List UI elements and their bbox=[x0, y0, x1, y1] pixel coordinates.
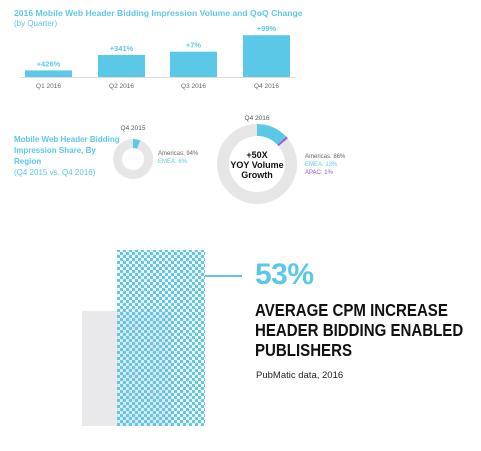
x-tick-label: Q2 2016 bbox=[109, 83, 134, 90]
donut-center-label: +50X bbox=[246, 150, 267, 160]
donut-slice bbox=[132, 139, 141, 149]
donut-legend-label: EMEA: 13% bbox=[305, 162, 338, 168]
donut-slice bbox=[277, 136, 288, 147]
chart-subtitle: (by Quarter) bbox=[14, 19, 58, 28]
donut-slice bbox=[256, 124, 287, 146]
chart-title: 2016 Mobile Web Header Bidding Impressio… bbox=[14, 8, 303, 18]
bar bbox=[170, 51, 217, 77]
cpm-headline: AVERAGE CPM INCREASE HEADER BIDDING ENAB… bbox=[255, 300, 463, 360]
bar-data-label: +99% bbox=[257, 24, 277, 33]
headline-line: PUBLISHERS bbox=[255, 340, 353, 360]
bar-data-label: +426% bbox=[37, 59, 61, 68]
donut-slice bbox=[217, 124, 297, 204]
donut-center-label: YOY Volume bbox=[230, 160, 283, 170]
donut-center-label: Growth bbox=[241, 170, 273, 180]
donut-q4-2015: Q4 2015 Americas: 94% EMEA: 6% bbox=[113, 125, 199, 179]
region-share-title: Mobile Web Header Bidding Impression Sha… bbox=[14, 135, 120, 166]
headline-line: HEADER BIDDING ENABLED bbox=[255, 320, 464, 340]
headline-line: AVERAGE CPM INCREASE bbox=[255, 300, 448, 320]
x-tick-label: Q3 2016 bbox=[181, 83, 206, 90]
bar bbox=[98, 55, 145, 77]
bar-data-label: +341% bbox=[110, 44, 134, 53]
quarterly-bar-chart: +426% Q1 2016 +341% Q2 2016 +7% Q3 2016 +99% Q4… bbox=[20, 24, 296, 90]
bar bbox=[25, 70, 72, 77]
donut-title: Q4 2015 bbox=[121, 125, 146, 132]
bar-dotted-header-bidding bbox=[117, 250, 205, 426]
bar-data-label: +7% bbox=[186, 41, 202, 50]
donut-legend-label: APAC: 1% bbox=[305, 170, 334, 176]
cpm-dot-bar-chart bbox=[82, 250, 242, 426]
donut-legend-label: Americas: 86% bbox=[305, 154, 346, 160]
x-tick-label: Q1 2016 bbox=[36, 83, 61, 90]
bar bbox=[243, 35, 290, 77]
donut-slice bbox=[113, 139, 153, 179]
donut-legend-label: EMEA: 6% bbox=[158, 159, 188, 165]
cpm-increase-percent: 53% bbox=[255, 258, 314, 291]
region-share-subtitle: (Q4 2015 vs. Q4 2016) bbox=[14, 168, 96, 177]
donut-title: Q4 2016 bbox=[245, 115, 270, 122]
x-tick-label: Q4 2016 bbox=[254, 83, 279, 90]
data-source: PubMatic data, 2016 bbox=[256, 370, 344, 381]
donut-legend-label: Americas: 94% bbox=[158, 151, 199, 157]
